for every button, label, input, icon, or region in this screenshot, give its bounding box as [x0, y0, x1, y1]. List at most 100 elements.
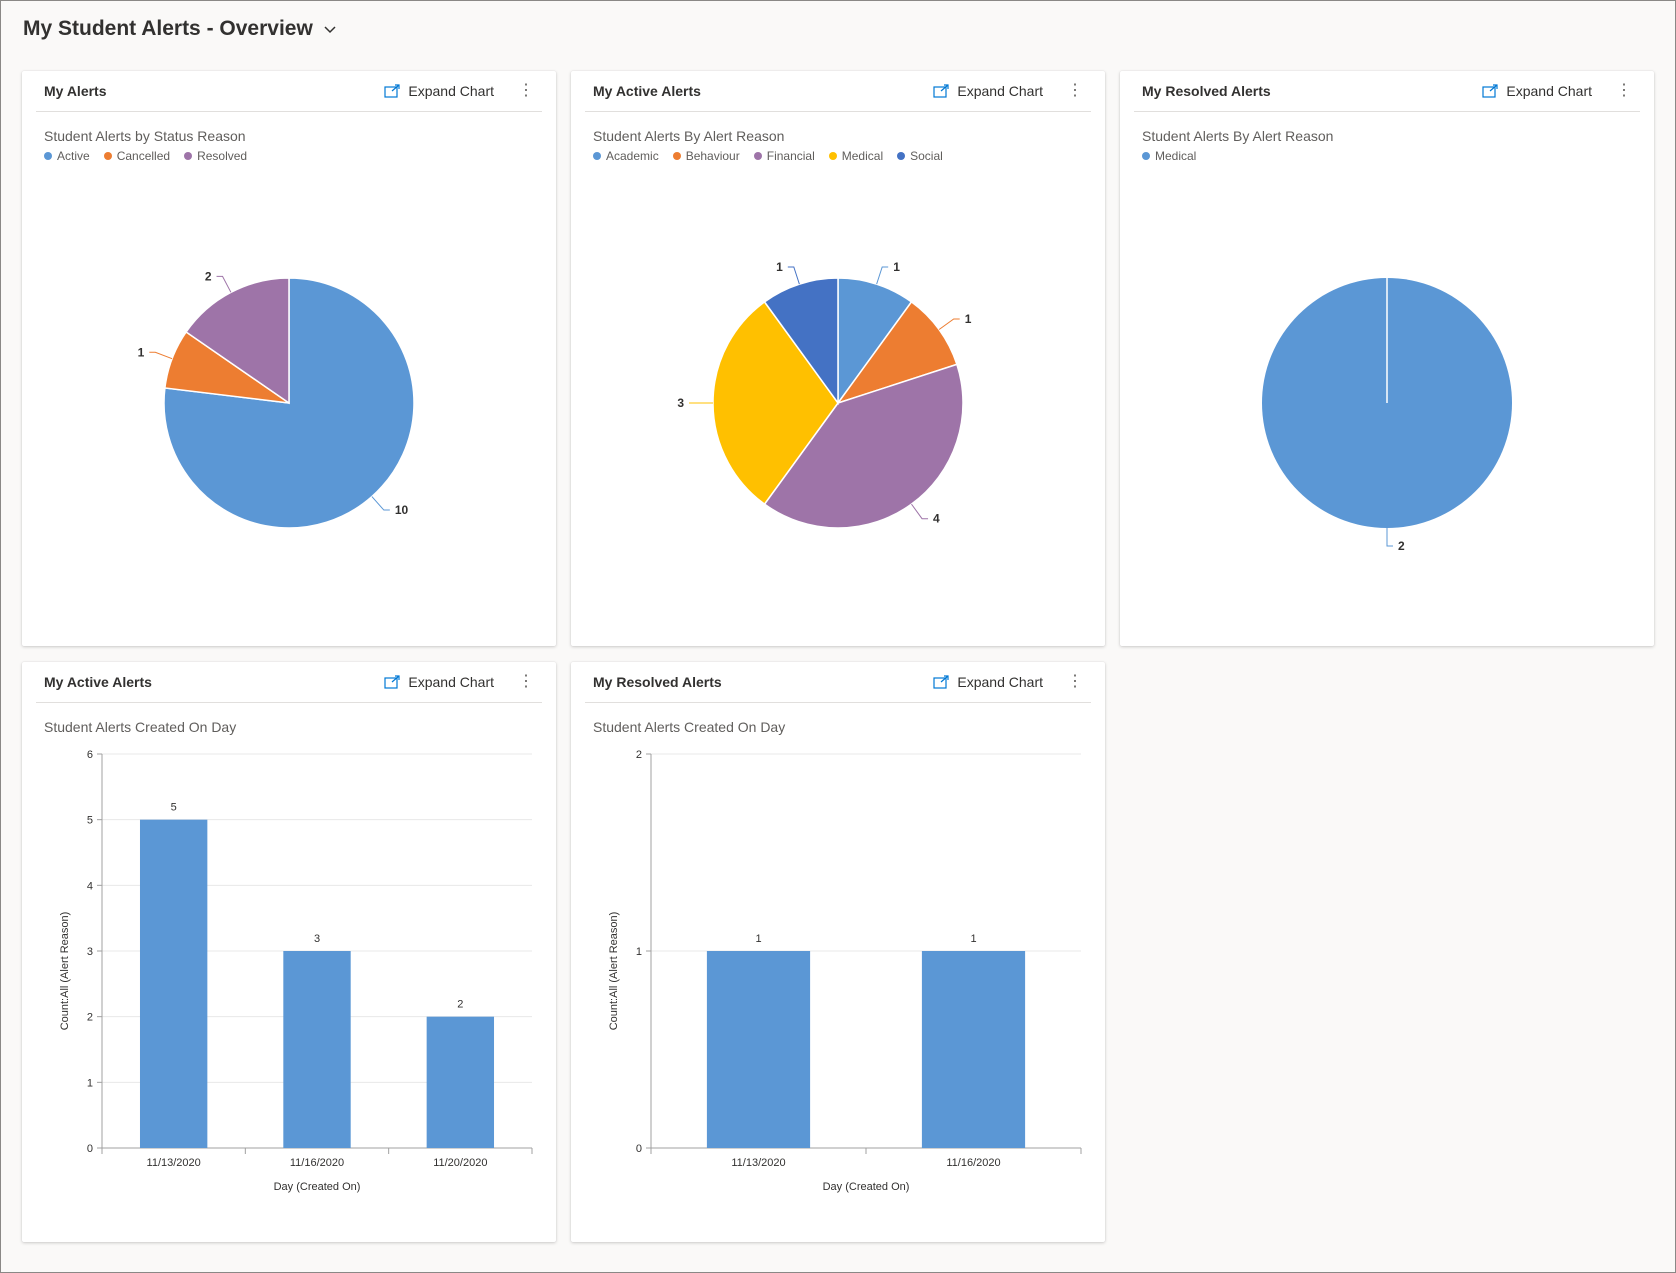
expand-chart-button[interactable]: Expand Chart	[1482, 83, 1592, 99]
pie-slice-social[interactable]	[763, 277, 839, 406]
legend-label: Behaviour	[685, 149, 740, 163]
expand-chart-button[interactable]: Expand Chart	[384, 83, 494, 99]
y-tick-label: 1	[87, 1077, 93, 1089]
legend-label: Medical	[841, 149, 884, 163]
x-tick-label: 11/20/2020	[433, 1157, 487, 1169]
chart-title: Student Alerts Created On Day	[593, 719, 786, 735]
leader-line	[216, 275, 232, 293]
x-tick-label: 11/13/2020	[147, 1157, 201, 1169]
data-label-financial: 4	[933, 512, 940, 526]
expand-chart-button[interactable]: Expand Chart	[933, 83, 1043, 99]
legend-item-financial[interactable]: Financial	[753, 149, 815, 163]
y-axis-title: Count:All (Alert Reason)	[608, 912, 620, 1031]
chart-title: Student Alerts Created On Day	[44, 719, 237, 735]
expand-chart-button[interactable]: Expand Chart	[933, 674, 1043, 690]
chart-card-my-active-alerts: My Active Alerts Expand Chart ⋮ Student …	[571, 71, 1105, 646]
legend-swatch	[1142, 152, 1150, 160]
leader-line	[1386, 528, 1393, 547]
y-tick-label: 2	[87, 1012, 93, 1024]
page-header: My Student Alerts - Overview	[23, 15, 337, 43]
data-label-medical: 2	[1398, 539, 1405, 553]
legend-item-medical[interactable]: Medical	[828, 149, 884, 163]
pie-slice-medical[interactable]	[712, 300, 839, 506]
card-title: My Resolved Alerts	[1142, 83, 1271, 99]
chart-legend: Medical	[1142, 149, 1196, 163]
bar-chart: 0 1 2 1 11/13/2020 1 11/16/2020 Day (Created On…	[608, 749, 1082, 1193]
y-tick-label: 0	[87, 1143, 93, 1155]
card-header: My Active Alerts Expand Chart ⋮	[36, 662, 542, 703]
chevron-down-icon[interactable]	[323, 22, 337, 36]
card-title: My Active Alerts	[44, 674, 152, 690]
card-header: My Active Alerts Expand Chart ⋮	[585, 71, 1091, 112]
more-options-icon[interactable]: ⋮	[1067, 82, 1083, 99]
legend-item-behaviour[interactable]: Behaviour	[672, 149, 740, 163]
legend-label: Medical	[1155, 149, 1197, 163]
legend-label: Financial	[766, 149, 815, 163]
bar-11-16-2020[interactable]	[283, 951, 351, 1148]
more-options-icon[interactable]: ⋮	[1616, 82, 1632, 99]
legend-label: Active	[57, 149, 90, 163]
card-header: My Alerts Expand Chart ⋮	[36, 71, 542, 112]
data-label-resolved: 2	[205, 269, 212, 283]
card-header: My Resolved Alerts Expand Chart ⋮	[1134, 71, 1640, 112]
y-tick-label: 3	[87, 946, 93, 958]
expand-chart-label: Expand Chart	[957, 674, 1043, 690]
bar-11-13-2020[interactable]	[706, 951, 811, 1148]
legend-label: Resolved	[197, 149, 248, 163]
chart-card-my-resolved-alerts: My Resolved Alerts Expand Chart ⋮ Studen…	[1120, 71, 1654, 646]
expand-chart-label: Expand Chart	[1506, 83, 1592, 99]
more-options-icon[interactable]: ⋮	[518, 82, 534, 99]
card-header: My Resolved Alerts Expand Chart ⋮	[585, 662, 1091, 703]
pie-slice-financial[interactable]	[763, 363, 964, 529]
expand-icon	[384, 675, 400, 689]
chart-title: Student Alerts By Alert Reason	[1142, 128, 1334, 144]
bar-11-13-2020[interactable]	[139, 819, 208, 1148]
legend-swatch	[44, 152, 52, 160]
pie-chart: 2	[1262, 278, 1512, 553]
chart-legend: Academic Behaviour Financial Medical Social	[593, 149, 943, 163]
data-label-medical: 3	[677, 396, 684, 410]
pie-slice-academic[interactable]	[837, 277, 913, 406]
bar-value-label: 2	[457, 999, 463, 1011]
chart-card-my-alerts: My Alerts Expand Chart ⋮ Student Alerts …	[22, 71, 556, 646]
legend-label: Cancelled	[116, 149, 171, 163]
chart-legend: Active Cancelled Resolved	[44, 149, 247, 163]
bar-value-label: 5	[171, 802, 177, 814]
leader-line	[149, 351, 173, 360]
legend-item-resolved[interactable]: Resolved	[184, 149, 247, 163]
legend-label: Academic	[606, 149, 659, 163]
legend-swatch	[753, 152, 762, 160]
expand-icon	[933, 84, 949, 98]
data-label-academic: 1	[893, 260, 900, 274]
legend-swatch	[897, 152, 906, 160]
leader-line	[938, 318, 960, 330]
expand-icon	[384, 84, 400, 98]
card-title: My Alerts	[44, 83, 107, 99]
leader-line	[876, 266, 889, 285]
legend-item-active[interactable]: Active	[44, 149, 90, 163]
bar-11-20-2020[interactable]	[426, 1016, 495, 1148]
y-axis-title: Count:All (Alert Reason)	[59, 912, 71, 1031]
pie-slice-behaviour[interactable]	[836, 300, 958, 405]
page-title[interactable]: My Student Alerts - Overview	[23, 17, 313, 40]
expand-icon	[1482, 84, 1498, 98]
bar-11-16-2020[interactable]	[921, 951, 1026, 1148]
x-tick-label: 11/13/2020	[731, 1157, 785, 1169]
data-label-behaviour: 1	[965, 312, 972, 326]
y-tick-label: 6	[87, 749, 93, 761]
more-options-icon[interactable]: ⋮	[1067, 673, 1083, 690]
legend-swatch	[184, 152, 193, 160]
legend-item-medical[interactable]: Medical	[1142, 149, 1196, 163]
bar-chart: 0 1 2 3 4 5 6 5 11/13/2020 3 11/16/2020 2 11/20/2020…	[59, 749, 533, 1193]
pie-slice-resolved[interactable]	[185, 277, 290, 405]
chart-title: Student Alerts by Status Reason	[44, 128, 246, 144]
legend-item-cancelled[interactable]: Cancelled	[103, 149, 171, 163]
pie-chart: 1 1 4 3 1	[677, 260, 972, 529]
card-title: My Resolved Alerts	[593, 674, 722, 690]
bar-value-label: 3	[314, 933, 320, 945]
more-options-icon[interactable]: ⋮	[518, 673, 534, 690]
legend-item-social[interactable]: Social	[897, 149, 943, 163]
expand-chart-button[interactable]: Expand Chart	[384, 674, 494, 690]
legend-item-academic[interactable]: Academic	[593, 149, 659, 163]
y-tick-label: 4	[87, 880, 93, 892]
